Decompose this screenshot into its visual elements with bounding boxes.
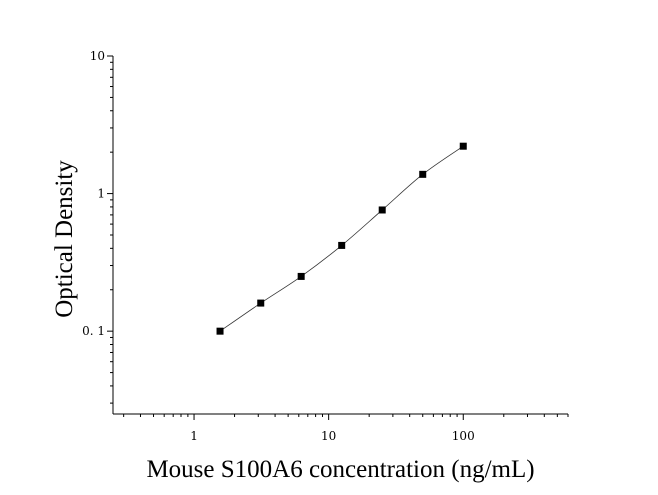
- data-point: [216, 327, 224, 335]
- data-point: [257, 299, 265, 307]
- x-tick-label: 1: [190, 429, 198, 443]
- x-ticks: 1 10 100: [123, 414, 569, 443]
- y-axis-title: Optical Density: [51, 160, 78, 318]
- x-tick-label: 100: [452, 429, 475, 443]
- x-axis-title: Mouse S100A6 concentration (ng/mL): [146, 456, 534, 483]
- data-points: [216, 142, 467, 335]
- fit-curve-group: [219, 145, 464, 332]
- data-point: [297, 272, 305, 280]
- y-tick-label: 10: [90, 49, 105, 63]
- x-tick-label: 10: [321, 429, 336, 443]
- data-point: [338, 241, 346, 249]
- y-ticks: 0. 1 1 10: [82, 49, 113, 404]
- data-point: [378, 206, 386, 214]
- y-tick-label: 0. 1: [82, 324, 105, 338]
- y-tick-label: 1: [97, 187, 105, 201]
- data-point: [459, 142, 467, 150]
- axes: [112, 56, 568, 415]
- fit-curve: [219, 145, 464, 332]
- data-point: [419, 170, 427, 178]
